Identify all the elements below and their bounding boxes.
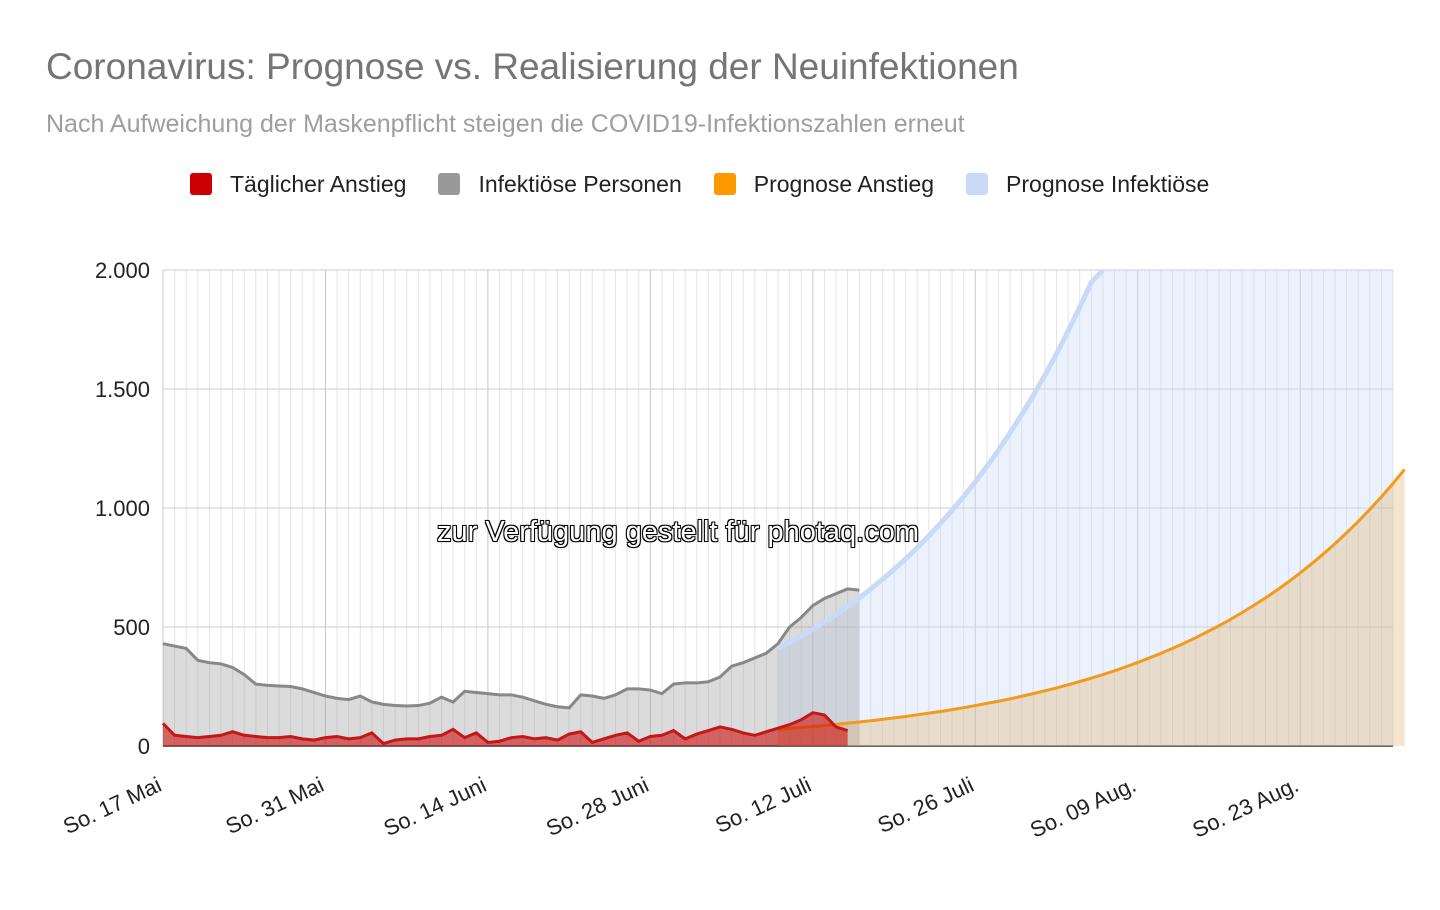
y-tick-label: 1.500 (95, 377, 150, 402)
line-infektioese-personen (162, 587, 860, 710)
x-tick-label: So. 31 Mai (222, 772, 328, 839)
legend-swatch (190, 173, 212, 195)
y-tick-label: 0 (138, 734, 150, 759)
x-tick-label: So. 09 Aug. (1026, 772, 1140, 843)
line-taeglicher-anstieg (161, 711, 849, 746)
x-tick-label: So. 14 Juni (380, 772, 490, 841)
y-tick-label: 500 (113, 615, 150, 640)
area-infektioese-personen (163, 588, 860, 746)
x-tick-label: So. 23 Aug. (1189, 772, 1303, 843)
x-tick-label: So. 12 Juli (711, 772, 815, 838)
legend-swatch (438, 173, 461, 195)
area-prognose-anstieg (778, 469, 1405, 746)
x-tick-label: So. 26 Juli (874, 772, 978, 838)
legend-swatch (713, 173, 736, 195)
y-tick-label: 1.000 (95, 496, 150, 521)
legend-item-prognose-anstieg[interactable]: Prognose Anstieg (713, 170, 935, 198)
line-prognose-infektioese (776, 270, 1105, 651)
legend-label: Prognose Anstieg (753, 170, 935, 197)
watermark: zur Verfügung gestellt für photaq.com (437, 516, 920, 548)
legend-item-prognose-infektioese[interactable]: Prognose Infektiöse (966, 171, 1209, 198)
x-tick-label: So. 17 Mai (59, 772, 165, 839)
legend-swatch (966, 173, 989, 195)
legend: Täglicher Anstieg Infektiöse Personen Pr… (190, 168, 1241, 200)
chart-subtitle: Nach Aufweichung der Maskenpflicht steig… (46, 110, 965, 138)
area-prognose-infektioese (778, 270, 1393, 746)
legend-item-taeglicher-anstieg[interactable]: Täglicher Anstieg (190, 171, 406, 198)
legend-label: Infektiöse Personen (478, 170, 682, 197)
chart-title: Coronavirus: Prognose vs. Realisierung d… (46, 46, 1019, 87)
legend-label: Täglicher Anstieg (230, 170, 407, 197)
x-tick-label: So. 28 Juni (542, 772, 652, 841)
legend-label: Prognose Infektiöse (1006, 170, 1210, 197)
line-prognose-anstieg (777, 468, 1406, 731)
legend-item-infektioese-personen[interactable]: Infektiöse Personen (438, 170, 682, 198)
y-tick-label: 2.000 (95, 258, 150, 283)
